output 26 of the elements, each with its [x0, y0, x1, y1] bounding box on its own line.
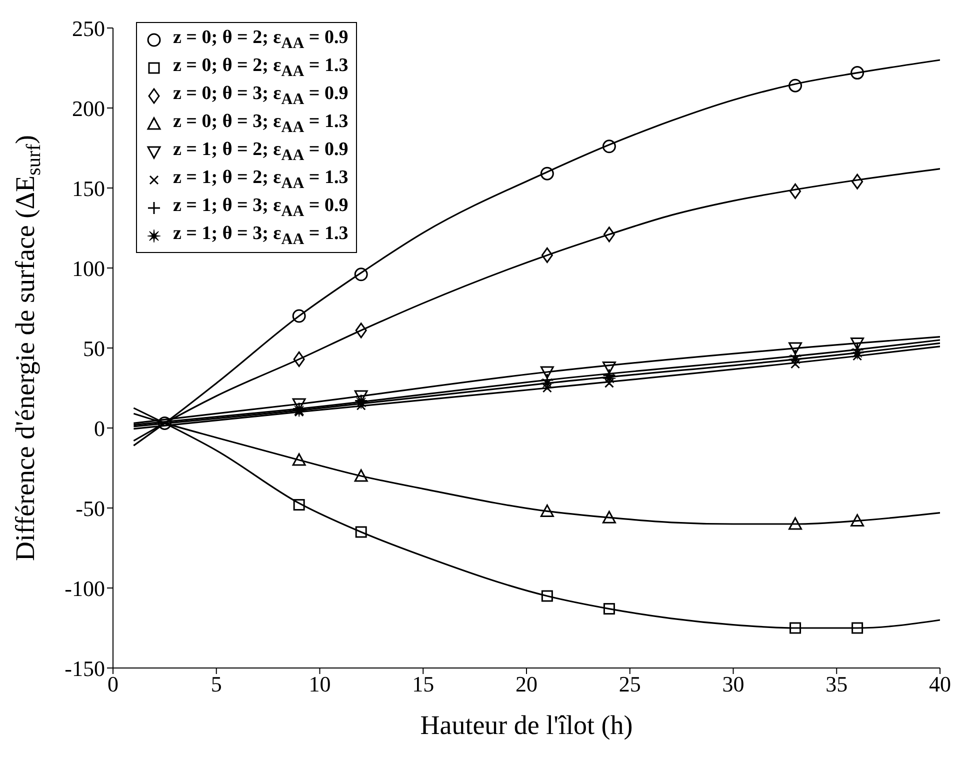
x-tick-label: 35 — [826, 672, 848, 697]
legend-label: z = 1; θ = 2; ε$_{AA}$ = 1.3 — [173, 167, 348, 193]
legend-label: z = 0; θ = 2; ε$_{AA}$ = 1.3 — [173, 55, 348, 81]
x-tick-label: 30 — [722, 672, 744, 697]
y-tick-label: 200 — [72, 96, 105, 121]
y-tick-label: -50 — [76, 496, 105, 521]
legend-label: z = 0; θ = 3; ε$_{AA}$ = 0.9 — [173, 83, 348, 109]
y-tick-label: 50 — [83, 336, 105, 361]
legend-label: z = 0; θ = 2; ε$_{AA}$ = 0.9 — [173, 27, 348, 53]
y-tick-label: 0 — [94, 416, 105, 441]
y-tick-label: 100 — [72, 256, 105, 281]
y-tick-label: 250 — [72, 16, 105, 41]
x-tick-label: 20 — [516, 672, 538, 697]
x-tick-label: 10 — [308, 672, 331, 697]
x-axis-title: Hauteur de l'îlot (h) — [420, 710, 633, 740]
legend-label: z = 1; θ = 2; ε$_{AA}$ = 0.9 — [173, 139, 348, 165]
x-tick-label: 5 — [210, 672, 222, 697]
y-tick-label: -150 — [64, 656, 105, 681]
x-tick-label: 15 — [412, 672, 434, 697]
x-tick-label: 40 — [929, 672, 951, 697]
y-tick-label: 150 — [72, 176, 105, 201]
x-tick-label: 25 — [618, 672, 641, 697]
legend-label: z = 1; θ = 3; ε$_{AA}$ = 0.9 — [173, 195, 348, 221]
legend-label: z = 0; θ = 3; ε$_{AA}$ = 1.3 — [173, 111, 348, 137]
y-tick-label: -100 — [64, 576, 105, 601]
legend-label: z = 1; θ = 3; ε$_{AA}$ = 1.3 — [173, 223, 348, 249]
